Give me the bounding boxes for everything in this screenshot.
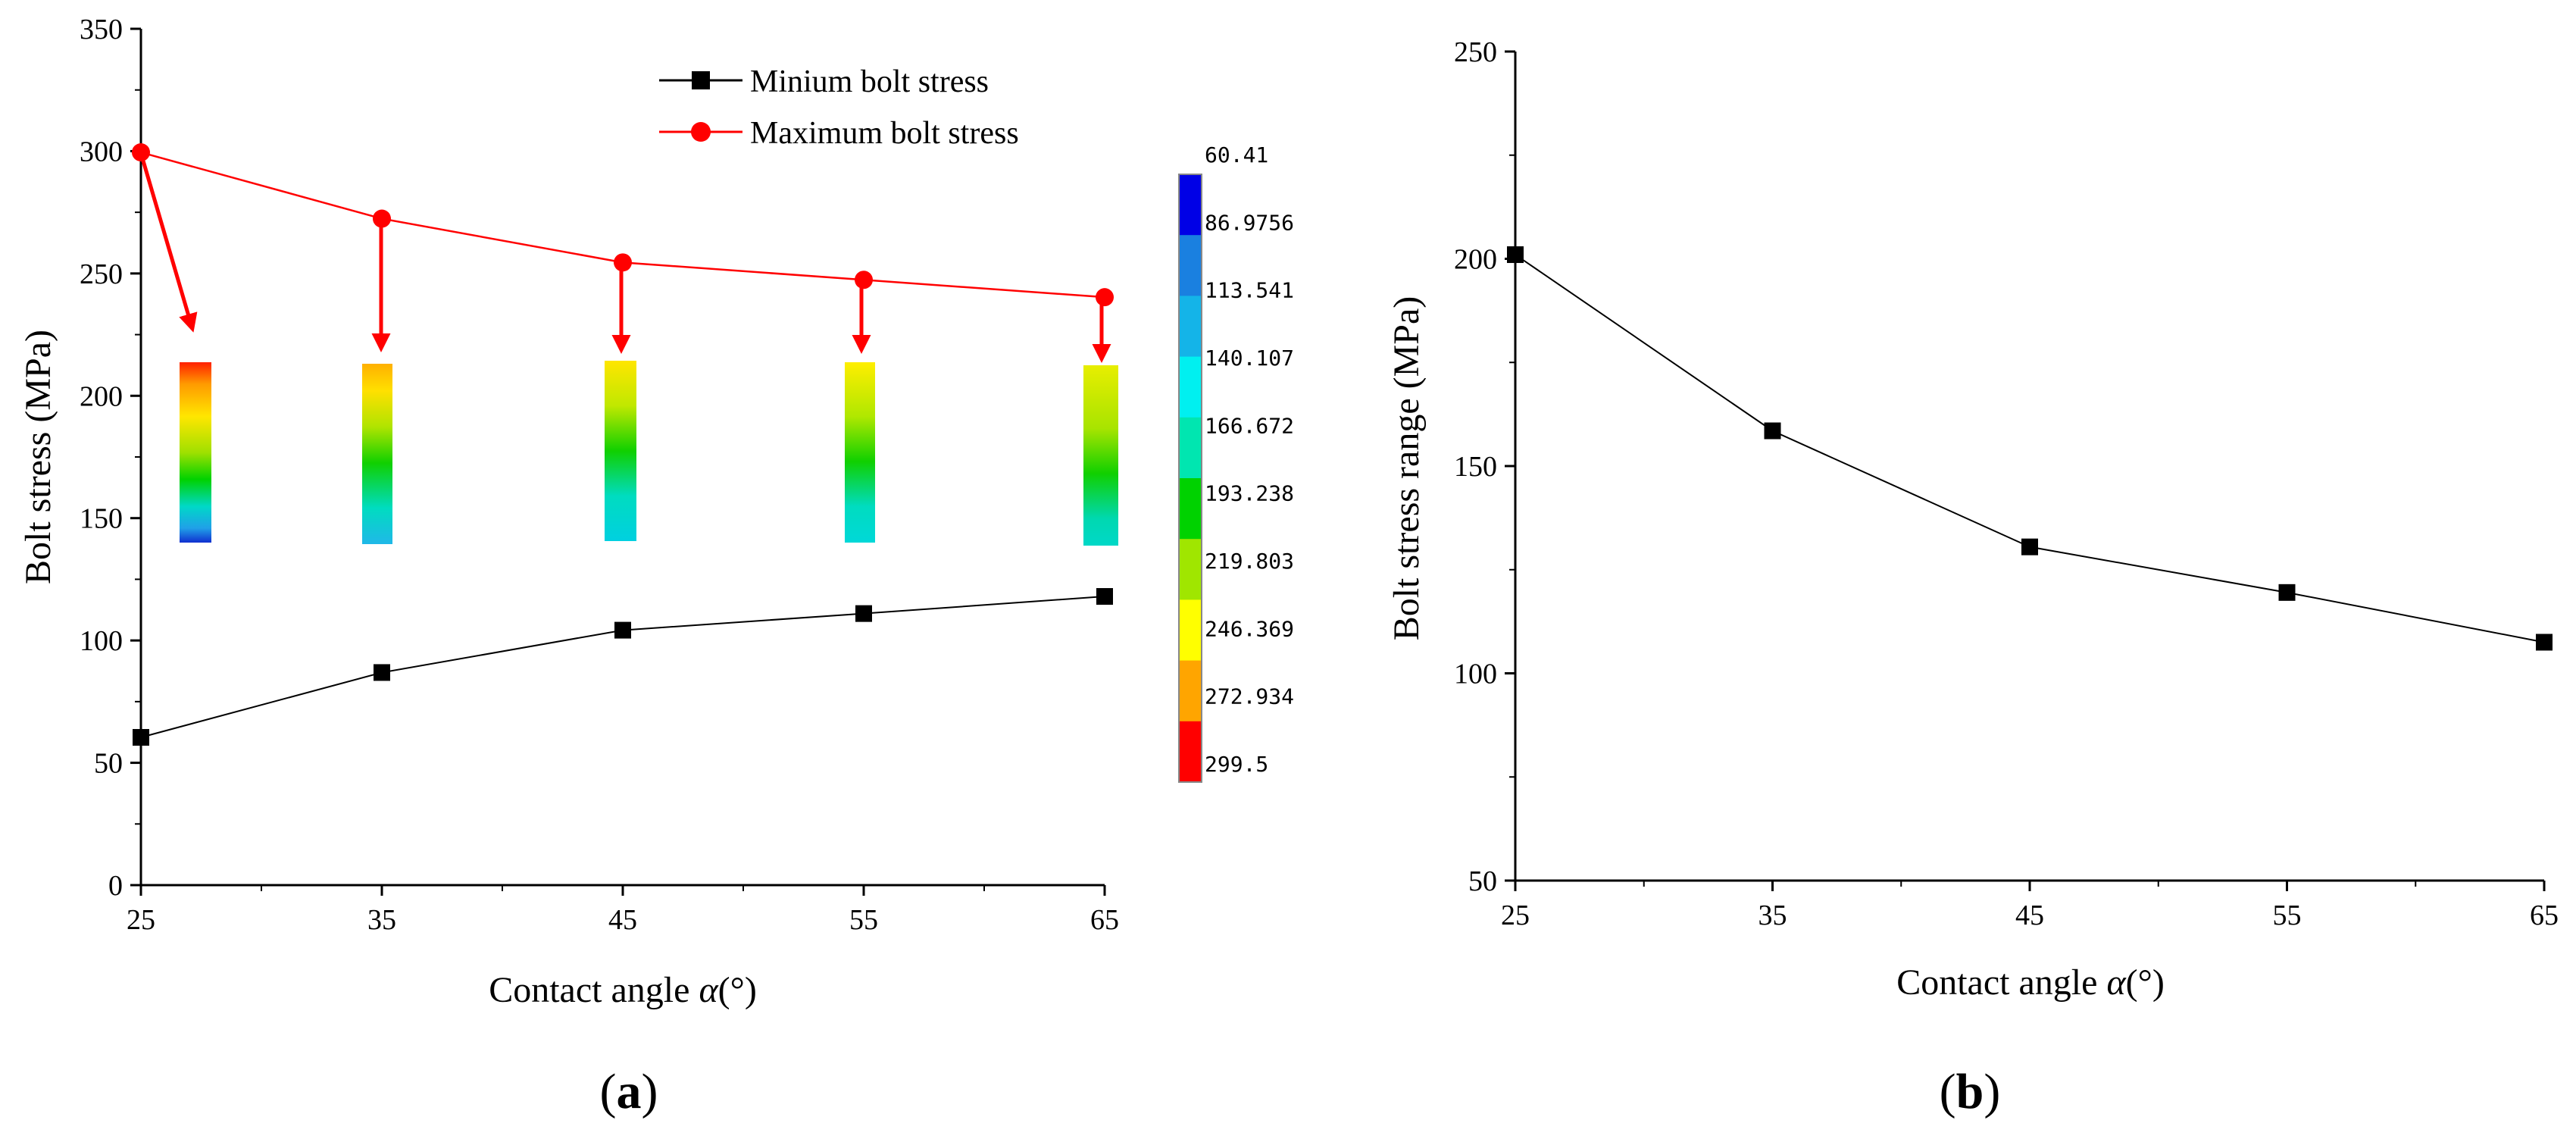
chart-b: 50 100 150 200 250 25 35 45 55 65 Bolt stress ra… [1386,36,2559,1003]
legend-label-min: Minium bolt stress [750,64,989,99]
a-xtick-label: 55 [849,904,878,936]
colorbar-segment [1179,478,1202,540]
chart-a-xlabel: Contact angle α(°) [489,970,757,1010]
b-xtick-label: 65 [2530,900,2559,931]
b-point-0-0 [1507,246,1524,264]
a-point-1-3 [855,271,873,289]
colorbar-segment [1179,660,1202,722]
a-ytick-label: 0 [108,870,123,902]
a-point-0-2 [614,621,631,639]
b-point-0-4 [2536,634,2553,651]
a-point-0-4 [1096,588,1113,605]
colorbar-segment [1179,417,1202,479]
chart-a: 0 50 100 150 200 250 300 350 25 35 45 55 65 Bolt st… [18,14,1294,1010]
chart-b-ylabel: Bolt stress range (MPa) [1386,296,1427,641]
chart-a-ylabel: Bolt stress (MPa) [18,330,58,584]
b-xtick-label: 25 [1501,900,1530,931]
chart-a-legend: Minium bolt stress Maximum bolt stress [659,64,1019,151]
colorbar-segment [1179,235,1202,296]
bolt-contour-55 [845,362,875,543]
colorbar-label: 86.9756 [1205,210,1294,235]
legend-marker-min [692,71,710,89]
bolt-contour-65 [1083,365,1118,546]
panel-label-a: (a) [600,1064,658,1119]
b-point-0-1 [1764,422,1781,440]
colorbar-segment [1179,296,1202,358]
b-xtick-label: 55 [2273,900,2302,931]
a-xtick-label: 25 [127,904,155,936]
colorbar-label: 113.541 [1205,278,1294,303]
b-ytick-label: 100 [1454,659,1497,690]
colorbar: 60.41 86.9756 113.541 140.107 166.672 193.238… [1178,142,1294,783]
colorbar-segment [1179,721,1202,783]
b-ytick-label: 150 [1454,451,1497,483]
colorbar-label: 140.107 [1205,346,1294,371]
a-point-1-4 [1096,288,1114,307]
a-point-1-1 [373,209,391,228]
legend-marker-max [691,122,711,142]
a-ytick-label: 100 [80,625,123,657]
a-ytick-label: 300 [80,136,123,167]
bolt-contour-35 [362,364,392,544]
a-xtick-label: 65 [1090,904,1119,936]
colorbar-segment [1179,539,1202,600]
annotation-arrows [139,152,1111,363]
b-xtick-label: 45 [2015,900,2044,931]
bolt-contour-images [180,361,1118,546]
colorbar-label: 219.803 [1205,549,1294,574]
b-ytick-label: 250 [1454,36,1497,68]
bolt-contour-25 [180,362,211,543]
a-xtick-label: 35 [367,904,396,936]
colorbar-label: 246.369 [1205,616,1294,641]
a-point-1-0 [132,143,150,162]
b-xtick-label: 35 [1758,900,1787,931]
chart-b-xlabel: Contact angle α(°) [1896,962,2165,1003]
b-ytick-label: 200 [1454,244,1497,276]
colorbar-label: 272.934 [1205,684,1294,709]
panel-label-b: (b) [1940,1064,2001,1119]
a-xtick-label: 45 [608,904,637,936]
colorbar-label: 193.238 [1205,481,1294,506]
b-ytick-label: 50 [1468,865,1497,897]
a-point-0-3 [855,605,872,622]
a-ytick-label: 150 [80,503,123,535]
colorbar-segment [1179,174,1202,236]
a-ytick-label: 50 [94,748,123,780]
a-ytick-label: 350 [80,14,123,45]
a-series-line-0 [140,596,1105,738]
colorbar-segment [1179,356,1202,418]
a-point-1-2 [614,253,632,272]
arrow-25 [139,152,198,333]
colorbar-label: 166.672 [1205,413,1294,438]
a-point-0-0 [133,728,149,746]
colorbar-label: 299.5 [1205,752,1268,777]
a-ytick-label: 200 [80,380,123,412]
b-point-0-3 [2278,584,2296,601]
colorbar-segment [1179,599,1202,662]
colorbar-label: 60.41 [1205,142,1268,167]
legend-label-max: Maximum bolt stress [750,116,1019,151]
colorbar-frame [1178,174,1202,783]
a-point-0-1 [374,664,390,681]
bolt-contour-45 [605,361,636,541]
a-ytick-label: 250 [80,258,123,290]
b-series-line-0 [1515,254,2545,643]
b-point-0-2 [2021,538,2038,555]
